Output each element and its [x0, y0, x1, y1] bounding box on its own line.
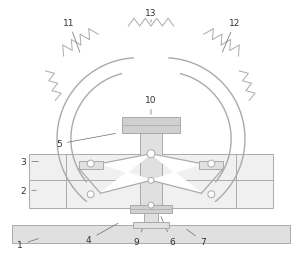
Polygon shape — [151, 154, 201, 194]
Text: 11: 11 — [63, 19, 80, 53]
Polygon shape — [101, 154, 151, 194]
Text: 13: 13 — [145, 9, 157, 23]
Circle shape — [148, 202, 154, 208]
Text: 12: 12 — [222, 19, 241, 53]
Text: 7: 7 — [187, 230, 206, 246]
Bar — [130, 205, 172, 213]
Text: 10: 10 — [145, 96, 157, 115]
Bar — [122, 118, 180, 133]
Circle shape — [148, 178, 154, 184]
Circle shape — [208, 191, 215, 198]
Text: 2: 2 — [21, 186, 37, 195]
Bar — [133, 222, 169, 228]
Text: 4: 4 — [86, 224, 118, 244]
Text: 5: 5 — [56, 134, 116, 149]
Circle shape — [87, 161, 94, 167]
Text: 6: 6 — [161, 217, 175, 246]
Text: 3: 3 — [21, 157, 38, 166]
Circle shape — [208, 161, 215, 167]
Circle shape — [147, 150, 155, 158]
Bar — [140, 181, 162, 208]
Text: 1: 1 — [17, 239, 39, 249]
Bar — [144, 213, 158, 225]
Bar — [29, 154, 273, 208]
Circle shape — [87, 191, 94, 198]
Bar — [11, 225, 291, 243]
Bar — [79, 161, 103, 169]
Text: 9: 9 — [133, 221, 147, 246]
Bar — [140, 131, 162, 186]
Bar — [199, 161, 223, 169]
